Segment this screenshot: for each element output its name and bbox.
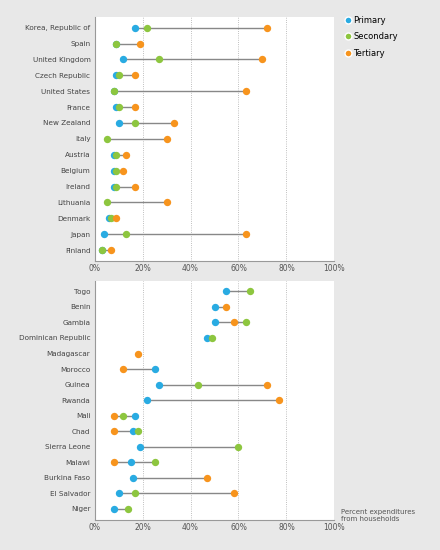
Point xyxy=(134,427,141,436)
Point xyxy=(127,458,134,466)
Point xyxy=(103,134,110,143)
Point xyxy=(110,150,117,159)
Point xyxy=(108,246,115,255)
Point xyxy=(129,427,136,436)
Point xyxy=(132,182,139,191)
Point xyxy=(209,334,216,343)
Point xyxy=(137,39,144,48)
Point xyxy=(110,411,117,420)
Point xyxy=(230,489,237,498)
Point xyxy=(170,119,177,128)
Point xyxy=(163,198,170,207)
Point xyxy=(129,474,136,482)
Point xyxy=(115,489,122,498)
Point xyxy=(110,427,117,436)
Point xyxy=(98,246,105,255)
Point xyxy=(132,103,139,112)
Point xyxy=(223,302,230,311)
Point xyxy=(242,87,249,96)
Point xyxy=(98,246,105,255)
Point xyxy=(120,55,127,64)
Point xyxy=(235,442,242,451)
Point xyxy=(163,134,170,143)
Point xyxy=(110,87,117,96)
Point xyxy=(223,287,230,296)
Point xyxy=(144,23,151,32)
Point xyxy=(113,103,120,112)
Point xyxy=(110,166,117,175)
Point xyxy=(106,214,113,223)
Point xyxy=(132,119,139,128)
Legend: Primary, Secondary, Tertiary: Primary, Secondary, Tertiary xyxy=(346,16,398,58)
Point xyxy=(259,55,266,64)
Point xyxy=(230,318,237,327)
Point xyxy=(108,214,115,223)
Point xyxy=(242,318,249,327)
Point xyxy=(120,166,127,175)
Point xyxy=(101,230,108,239)
Point xyxy=(113,150,120,159)
Point xyxy=(276,396,283,405)
Point xyxy=(113,182,120,191)
Point xyxy=(242,230,249,239)
Point xyxy=(113,166,120,175)
Point xyxy=(204,474,211,482)
Point xyxy=(134,349,141,358)
Point xyxy=(132,71,139,80)
Point xyxy=(120,365,127,373)
Point xyxy=(132,489,139,498)
Point xyxy=(122,230,129,239)
Point xyxy=(125,504,132,513)
Point xyxy=(110,87,117,96)
Point xyxy=(137,442,144,451)
Point xyxy=(110,182,117,191)
Point xyxy=(247,287,254,296)
Point xyxy=(115,119,122,128)
Point xyxy=(151,365,158,373)
Point xyxy=(103,198,110,207)
Point xyxy=(113,39,120,48)
Point xyxy=(151,458,158,466)
Point xyxy=(115,71,122,80)
Point xyxy=(110,458,117,466)
Point xyxy=(115,103,122,112)
Point xyxy=(194,380,201,389)
Point xyxy=(264,23,271,32)
Point xyxy=(132,23,139,32)
Text: Percent expenditures
from households: Percent expenditures from households xyxy=(341,509,415,522)
Point xyxy=(204,334,211,343)
Point xyxy=(113,39,120,48)
Point xyxy=(110,504,117,513)
Point xyxy=(211,318,218,327)
Point xyxy=(132,411,139,420)
Point xyxy=(113,214,120,223)
Point xyxy=(211,302,218,311)
Point xyxy=(120,411,127,420)
Point xyxy=(122,150,129,159)
Point xyxy=(156,55,163,64)
Point xyxy=(156,380,163,389)
Point xyxy=(264,380,271,389)
Point xyxy=(113,71,120,80)
Point xyxy=(144,396,151,405)
